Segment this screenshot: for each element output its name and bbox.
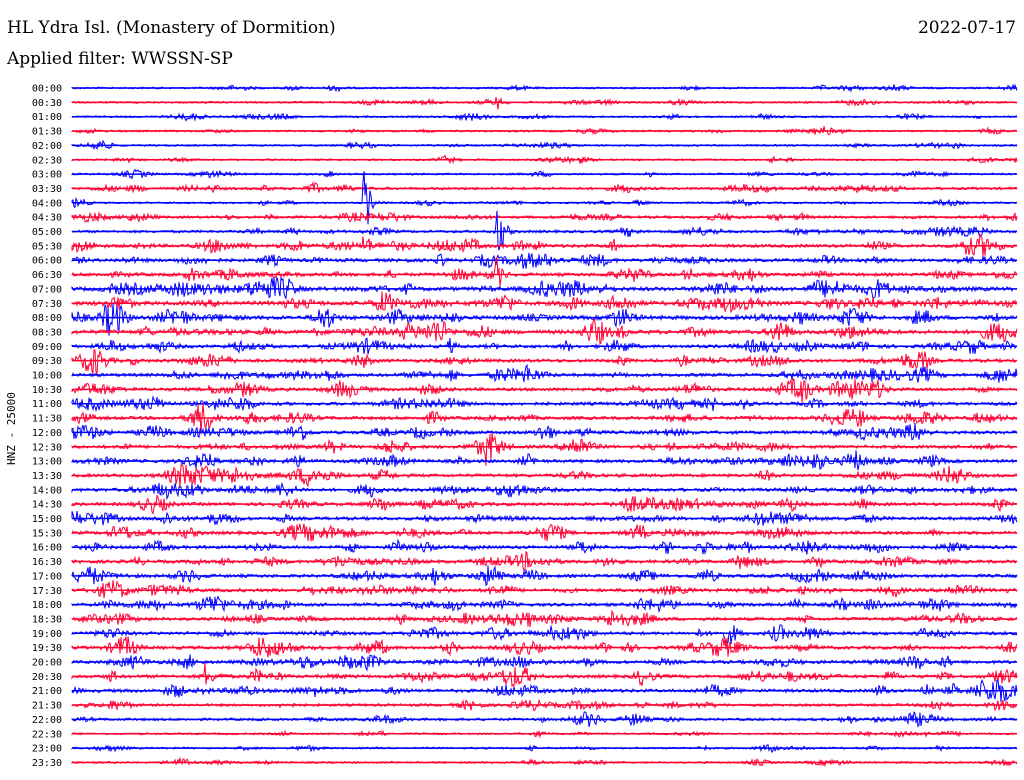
trace-waveform: [71, 481, 1018, 501]
trace-label: 22:30: [32, 729, 62, 740]
trace-label: 10:00: [32, 371, 62, 382]
trace-label: 20:00: [32, 658, 62, 669]
trace-label: 10:30: [32, 385, 62, 396]
trace-label: 05:30: [32, 241, 62, 252]
trace-label: 11:00: [32, 399, 62, 410]
trace-waveform: [71, 624, 1018, 645]
trace-label: 00:30: [32, 98, 62, 109]
trace-label: 09:00: [32, 342, 62, 353]
station-title: HL Ydra Isl. (Monastery of Dormition): [7, 18, 336, 38]
trace-waveform: [71, 510, 1018, 526]
trace-label: 21:00: [32, 686, 62, 697]
trace-label: 23:30: [32, 758, 62, 769]
trace-waveform: [71, 96, 1018, 110]
trace-waveform: [71, 256, 1018, 287]
record-date: 2022-07-17: [917, 18, 1016, 38]
trace-label: 20:30: [32, 672, 62, 683]
trace-label: 02:00: [32, 141, 62, 152]
trace-label: 19:00: [32, 629, 62, 640]
trace-waveform: [71, 654, 1018, 672]
trace-waveform: [71, 450, 1018, 471]
trace-label: 00:00: [32, 84, 62, 95]
trace-label: 07:30: [32, 299, 62, 310]
trace-label: 01:00: [32, 112, 62, 123]
trace-label: 02:30: [32, 155, 62, 166]
trace-waveform: [71, 662, 1018, 688]
trace-waveform: [71, 595, 1018, 614]
trace-label: 04:00: [32, 198, 62, 209]
trace-waveform: [71, 494, 1018, 515]
trace-label: 15:00: [32, 514, 62, 525]
trace-label: 03:30: [32, 184, 62, 195]
trace-label: 18:30: [32, 614, 62, 625]
trace-label: 14:00: [32, 485, 62, 496]
trace-label: 05:00: [32, 227, 62, 238]
trace-label: 18:00: [32, 600, 62, 611]
trace-label: 17:00: [32, 571, 62, 582]
trace-label: 04:30: [32, 213, 62, 224]
trace-label: 01:30: [32, 127, 62, 138]
trace-label: 22:00: [32, 715, 62, 726]
trace-label: 15:30: [32, 528, 62, 539]
trace-label: 08:00: [32, 313, 62, 324]
trace-waveform: [71, 378, 1018, 403]
trace-label: 16:00: [32, 543, 62, 554]
trace-label: 09:30: [32, 356, 62, 367]
trace-label: 06:30: [32, 270, 62, 281]
trace-label: 12:30: [32, 442, 62, 453]
filter-label: Applied filter: WWSSN-SP: [7, 49, 233, 69]
trace-waveform: [71, 463, 1018, 488]
trace-label: 17:30: [32, 586, 62, 597]
trace-label: 14:30: [32, 500, 62, 511]
trace-label: 06:00: [32, 256, 62, 267]
trace-label: 13:00: [32, 457, 62, 468]
trace-label: 21:30: [32, 701, 62, 712]
trace-label: 16:30: [32, 557, 62, 568]
trace-label: 13:30: [32, 471, 62, 482]
trace-waveform: [71, 580, 1018, 599]
trace-label: 23:00: [32, 744, 62, 755]
trace-waveform: [71, 550, 1018, 572]
trace-label: 19:30: [32, 643, 62, 654]
trace-waveform: [71, 277, 1018, 300]
trace-waveform: [71, 363, 1018, 383]
trace-label: 08:30: [32, 327, 62, 338]
trace-waveform: [71, 422, 1018, 442]
trace-label: 12:00: [32, 428, 62, 439]
trace-label: 11:30: [32, 414, 62, 425]
trace-label: 03:00: [32, 170, 62, 181]
trace-label: 07:00: [32, 284, 62, 295]
